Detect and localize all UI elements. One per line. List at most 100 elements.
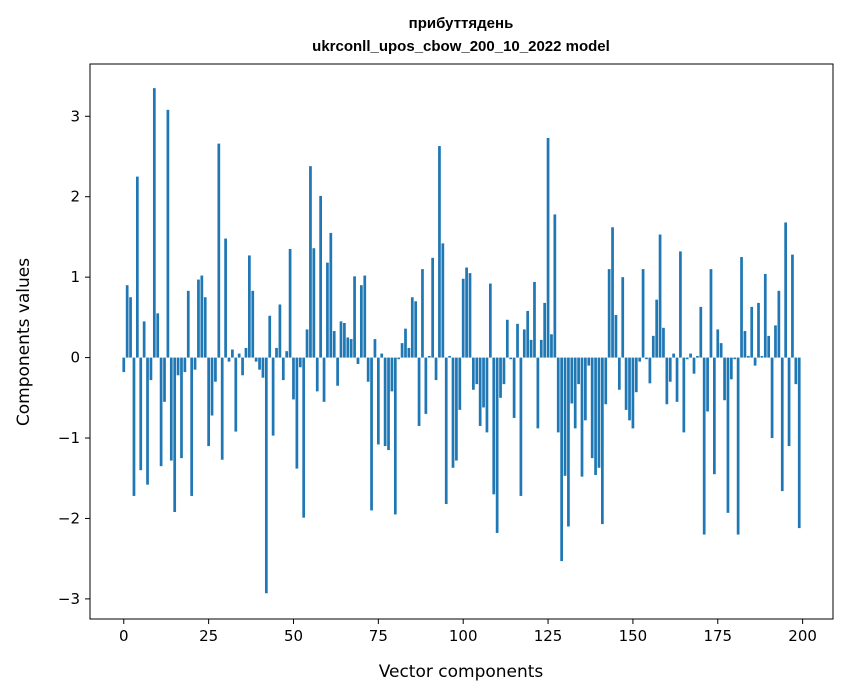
- bar: [210, 357, 214, 416]
- bar: [570, 357, 574, 404]
- bar: [427, 355, 431, 358]
- bar: [519, 357, 523, 496]
- x-tick-label: 200: [788, 627, 817, 645]
- bar: [339, 321, 343, 358]
- bar: [719, 343, 723, 358]
- bar: [485, 357, 489, 433]
- bar: [298, 357, 302, 368]
- bar: [617, 357, 621, 390]
- bar: [281, 357, 285, 381]
- bar: [193, 357, 197, 370]
- bar: [169, 357, 173, 461]
- bar: [135, 176, 139, 358]
- bar: [326, 262, 329, 358]
- x-tick-label: 175: [703, 627, 732, 645]
- bar: [343, 323, 346, 358]
- bar: [791, 254, 794, 358]
- bar: [767, 335, 771, 358]
- bar: [217, 143, 221, 358]
- y-tick-label: 3: [70, 107, 80, 125]
- bar: [716, 329, 720, 358]
- chart-title: прибуттядень: [409, 15, 514, 32]
- bar: [132, 357, 136, 496]
- bar: [573, 357, 577, 429]
- bar: [522, 329, 526, 358]
- bar: [142, 321, 146, 358]
- bar: [709, 269, 713, 358]
- bar: [577, 357, 580, 385]
- bar: [634, 357, 638, 393]
- bar: [373, 339, 377, 358]
- bar: [601, 357, 604, 525]
- bar: [363, 275, 367, 358]
- y-axis-ticks: −3 −2 −1 0 1 2 3: [58, 107, 90, 608]
- bar: [458, 357, 462, 410]
- bar: [495, 357, 499, 533]
- bar: [723, 357, 726, 401]
- bar: [607, 269, 611, 358]
- bar: [424, 357, 428, 414]
- bar: [237, 353, 241, 358]
- bar: [451, 357, 455, 468]
- bar: [407, 347, 411, 358]
- bar: [797, 357, 801, 529]
- bar: [641, 269, 645, 358]
- bar: [631, 357, 635, 429]
- bar: [173, 357, 177, 513]
- x-tick-label: 0: [119, 627, 129, 645]
- bar: [567, 357, 570, 527]
- y-tick-label: 0: [70, 349, 80, 367]
- bar: [492, 357, 496, 495]
- plot-frame: [89, 63, 834, 620]
- bar: [465, 267, 468, 358]
- bar: [190, 357, 194, 496]
- bar: [740, 257, 743, 358]
- bar: [417, 357, 421, 426]
- bar: [482, 357, 485, 408]
- bar: [475, 357, 479, 385]
- bar: [397, 357, 401, 360]
- bar: [329, 232, 333, 358]
- bar: [461, 278, 465, 358]
- bar: [543, 302, 547, 358]
- bar: [248, 255, 251, 358]
- bar: [556, 357, 560, 433]
- bar: [234, 357, 238, 432]
- bar: [512, 357, 516, 418]
- bar: [203, 297, 207, 358]
- bar: [584, 357, 587, 421]
- bar: [658, 234, 662, 358]
- bar: [315, 357, 319, 392]
- bar: [393, 357, 397, 515]
- bar: [414, 301, 418, 358]
- x-tick-label: 25: [199, 627, 218, 645]
- bar: [159, 357, 163, 467]
- bars-group: [122, 88, 801, 594]
- bar: [183, 357, 187, 373]
- bar: [706, 357, 709, 412]
- bar: [448, 355, 451, 358]
- bar: [729, 357, 733, 380]
- bar: [736, 357, 740, 535]
- bar: [679, 251, 682, 358]
- bar: [376, 357, 380, 445]
- bar: [207, 357, 210, 447]
- bar: [780, 357, 784, 492]
- x-axis-ticks: 0 25 50 75 100 125 150 175 200: [119, 619, 817, 645]
- bar: [380, 353, 384, 358]
- bar: [302, 357, 306, 518]
- bar: [675, 357, 679, 402]
- bar: [478, 357, 482, 426]
- bar: [455, 357, 458, 461]
- bar: [682, 357, 686, 433]
- bar: [468, 273, 472, 358]
- bar: [536, 357, 540, 429]
- bar: [784, 222, 788, 358]
- bar: [560, 357, 563, 562]
- x-axis-label: Vector components: [379, 662, 544, 682]
- bar: [645, 357, 648, 360]
- bar: [553, 214, 557, 358]
- bar: [502, 357, 506, 385]
- x-tick-label: 100: [449, 627, 478, 645]
- bar: [180, 357, 183, 459]
